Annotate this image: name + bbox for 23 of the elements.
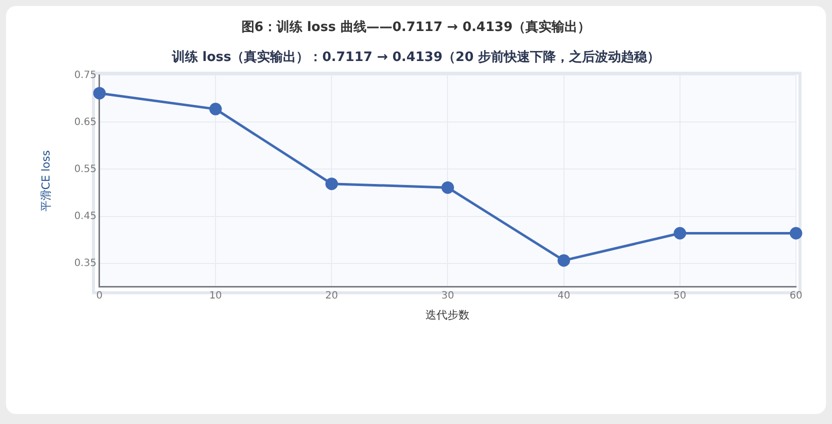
x-tick-label: 10 [209,290,222,302]
x-tick-label: 0 [96,290,103,302]
x-tick-label: 50 [674,290,686,302]
point [209,102,222,116]
point [325,178,338,190]
x-tick-label: 30 [441,290,454,302]
x-tick-label: 60 [790,290,802,302]
point [558,254,570,267]
y-tick-label: 0.45 [74,210,96,222]
chart-subtitle: 训练 loss（真实输出）：0.7117 → 0.4139（20 步前快速下降，之后波动趋稳） [170,48,660,65]
y-tick-label: 0.35 [74,258,96,269]
y-tick-label: 0.65 [74,116,96,128]
x-tick-label: 40 [557,290,570,302]
point [441,181,454,194]
y-axis-title: 平滑CE loss [39,150,52,212]
point [93,86,106,100]
x-axis-title: 迭代步数 [426,308,470,322]
chart-title: 图6：训练 loss 曲线——0.7117 → 0.4139（真实输出） [241,19,591,36]
y-tick-label: 0.55 [74,164,96,175]
point [790,226,802,240]
y-tick-label: 0.75 [74,70,96,81]
x-tick-label: 20 [325,290,338,302]
point [674,226,686,240]
